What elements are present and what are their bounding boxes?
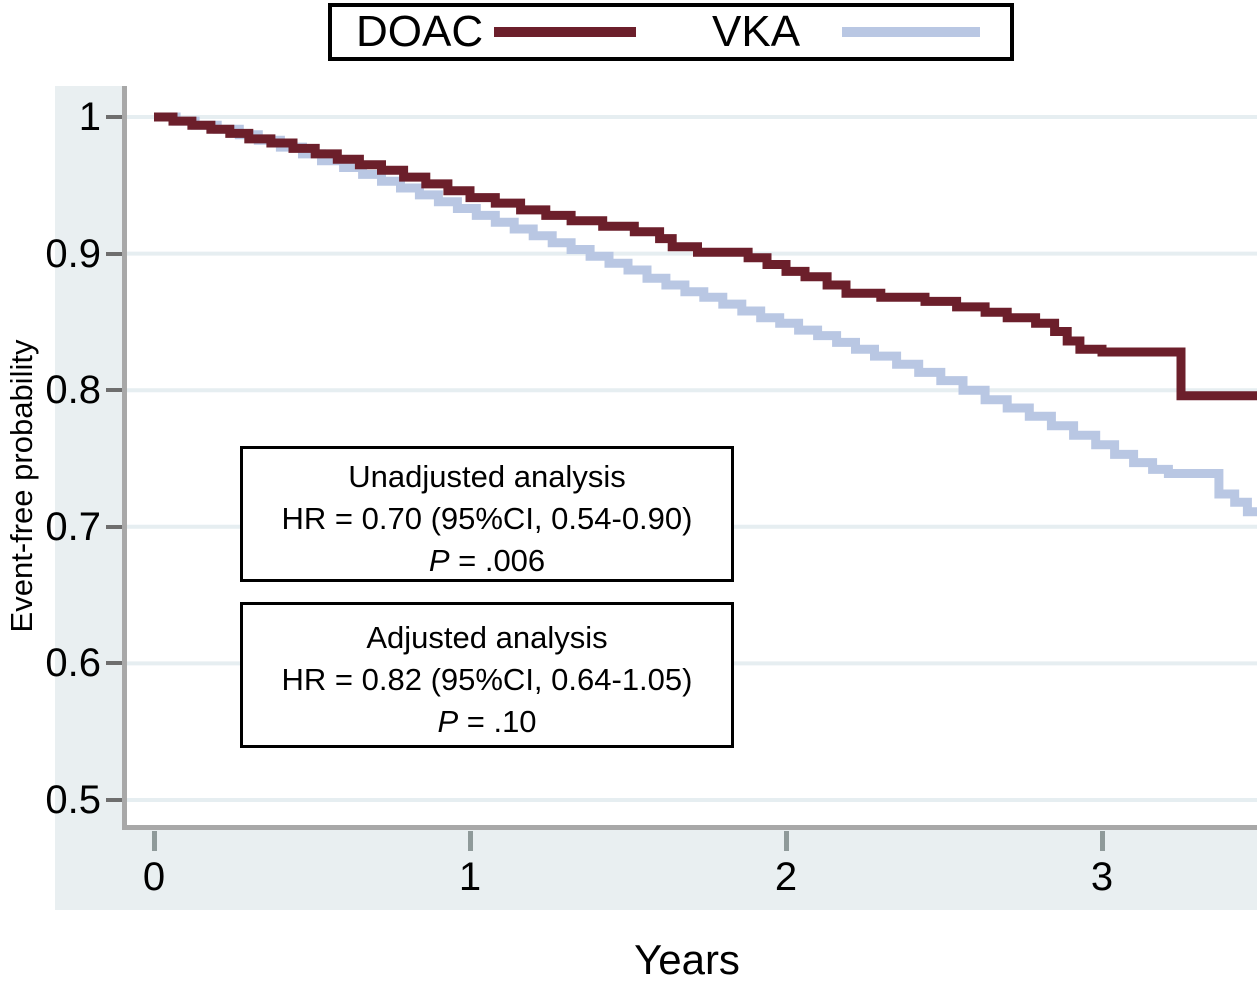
y-axis-title: Event-free probability bbox=[4, 339, 39, 633]
legend-label-doac: DOAC bbox=[356, 7, 484, 56]
unadjusted-p-value: = .006 bbox=[449, 543, 546, 578]
x-tick-mark-1 bbox=[468, 831, 473, 851]
y-tick-label-0.8: 0.8 bbox=[45, 368, 101, 412]
y-tick-label-0.7: 0.7 bbox=[45, 505, 101, 549]
x-tick-label-0: 0 bbox=[142, 855, 166, 899]
legend-line-swatch-doac bbox=[494, 27, 636, 37]
x-tick-label-1: 1 bbox=[458, 855, 482, 899]
series-line-doac bbox=[154, 112, 1257, 401]
y-tick-label-0.5: 0.5 bbox=[45, 778, 101, 822]
legend-box: DOAC VKA bbox=[328, 3, 1014, 61]
unadjusted-hr-line: HR = 0.70 (95%CI, 0.54-0.90) bbox=[281, 501, 693, 536]
x-tick-mark-3 bbox=[1100, 831, 1105, 851]
adjusted-hr-line: HR = 0.82 (95%CI, 0.64-1.05) bbox=[281, 662, 693, 697]
legend-line-swatch-vka bbox=[842, 27, 980, 37]
unadjusted-p-symbol: P bbox=[428, 543, 450, 578]
adjusted-p-value: = .10 bbox=[458, 704, 537, 739]
unadjusted-title: Unadjusted analysis bbox=[348, 459, 626, 494]
y-tick-mark-0.6 bbox=[106, 661, 123, 665]
series-line-vka bbox=[154, 112, 1257, 517]
y-tick-mark-0.7 bbox=[106, 525, 123, 529]
plot-area: Unadjusted analysis HR = 0.70 (95%CI, 0.… bbox=[122, 86, 1257, 830]
adjusted-title: Adjusted analysis bbox=[366, 620, 608, 655]
x-tick-mark-0 bbox=[152, 831, 157, 851]
annotation-box-unadjusted: Unadjusted analysis HR = 0.70 (95%CI, 0.… bbox=[240, 446, 734, 582]
y-tick-mark-1 bbox=[106, 115, 123, 119]
legend-label-vka: VKA bbox=[712, 7, 801, 56]
unadjusted-p-line: P = .006 bbox=[243, 540, 731, 582]
y-tick-mark-0.5 bbox=[106, 798, 123, 802]
annotation-box-adjusted: Adjusted analysis HR = 0.82 (95%CI, 0.64… bbox=[240, 602, 734, 748]
y-tick-mark-0.8 bbox=[106, 388, 123, 392]
y-tick-label-1: 1 bbox=[78, 95, 101, 139]
x-axis-title: Years bbox=[634, 936, 740, 983]
adjusted-p-line: P = .10 bbox=[243, 701, 731, 743]
adjusted-p-symbol: P bbox=[437, 704, 459, 739]
y-tick-label-0.9: 0.9 bbox=[45, 232, 101, 276]
x-tick-mark-2 bbox=[784, 831, 789, 851]
x-tick-label-2: 2 bbox=[774, 855, 798, 899]
x-tick-label-3: 3 bbox=[1090, 855, 1114, 899]
y-tick-label-0.6: 0.6 bbox=[45, 641, 101, 685]
y-tick-mark-0.9 bbox=[106, 252, 123, 256]
